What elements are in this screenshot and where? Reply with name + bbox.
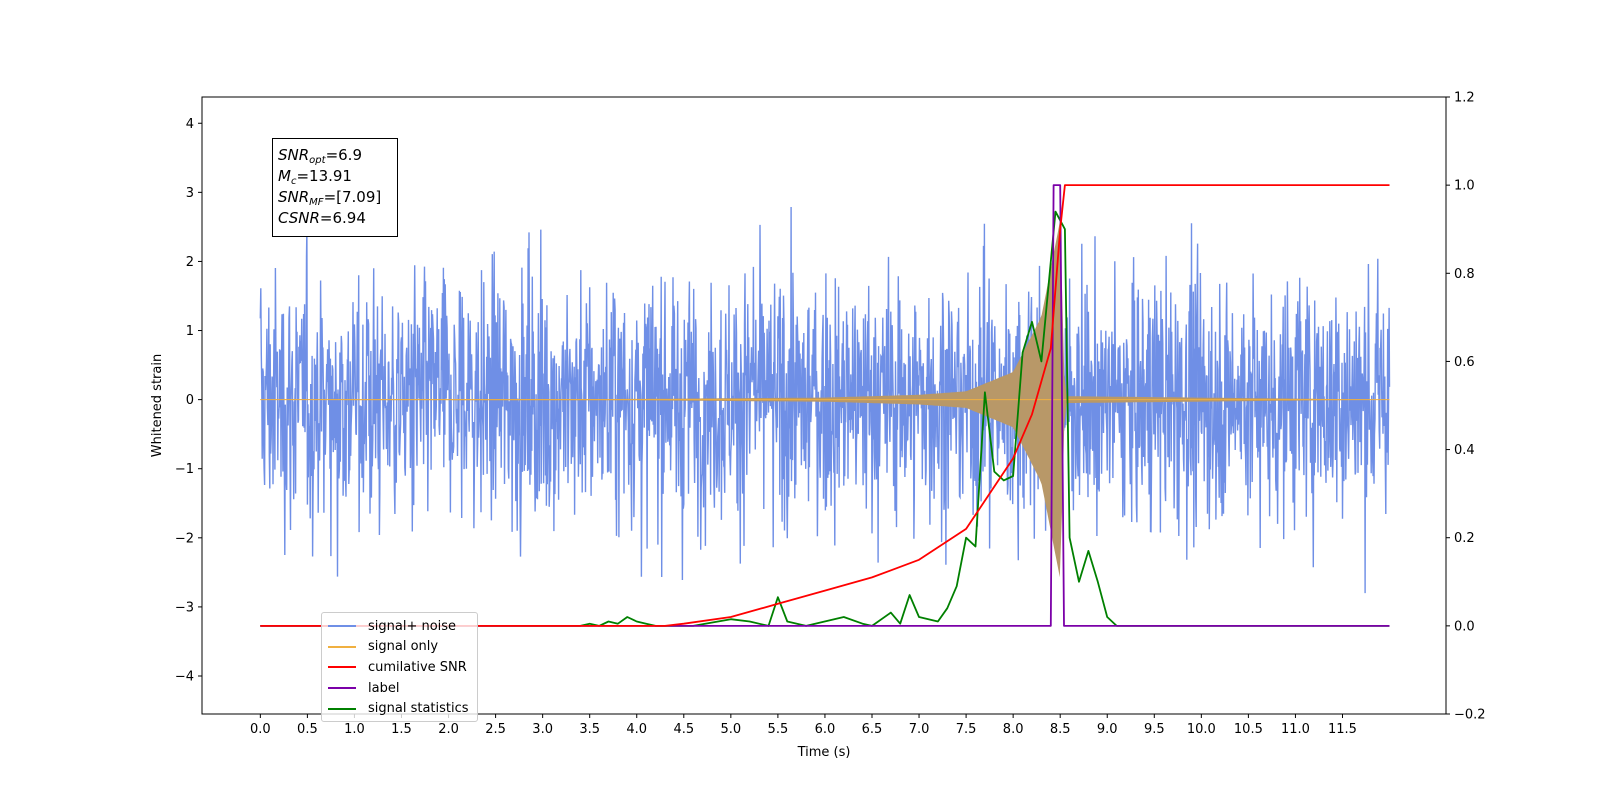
x-tick-label: 1.5 [391,722,412,737]
y2-tick-label: 0.8 [1454,267,1475,282]
signal-statistics-line [260,210,1390,627]
y-tick-label: −1 [175,462,194,477]
y-tick-label: 1 [186,324,194,339]
x-tick-label: 0.5 [297,722,318,737]
label-line [260,184,1390,627]
y-tick-label: −3 [175,600,194,615]
series-signal-only [260,221,1390,578]
legend-item-label: label [328,678,477,699]
cumulative-snr-line [260,184,1390,627]
x-tick-label: 11.5 [1328,722,1357,737]
x-tick-label: 5.5 [768,722,789,737]
y2-tick-label: −0.2 [1454,708,1486,723]
axes: 0.0 0.5 1.0 1.5 2.0 2.5 3.0 3.5 4.0 4.5 5.0 5.5 6.0 6… [175,91,1486,738]
x-tick-label: 1.0 [344,722,365,737]
legend-item-cumulative-snr: cumilative SNR [328,657,477,678]
x-tick-label: 0.0 [250,722,271,737]
snr-annotation-box: SNRopt=6.9 Mc=13.91 SNRMF=[7.09] CSNR=6.… [272,138,398,237]
annotation-line-snr-opt: SNRopt=6.9 [278,146,362,166]
signal-noise-line [259,206,1391,594]
x-tick-label: 2.5 [485,722,506,737]
legend-swatch [328,625,356,628]
y-tick-label: 4 [186,117,194,132]
annotation-line-mc: Mc=13.91 [278,167,352,187]
legend-item-signal-only: signal only [328,637,477,658]
x-tick-label: 3.0 [532,722,553,737]
x-tick-label: 3.5 [579,722,600,737]
annotation-line-snr-mf: SNRMF=[7.09] [278,188,382,208]
x-tick-label: 9.5 [1144,722,1165,737]
y-tick-label: 2 [186,255,194,270]
x-tick-label: 9.0 [1097,722,1118,737]
x-tick-label: 11.0 [1281,722,1310,737]
x-tick-label: 6.0 [815,722,836,737]
series-signal-noise [259,206,1391,594]
legend-swatch [328,666,356,669]
annotation-line-csnr: CSNR=6.94 [278,209,366,227]
y2-tick-label: 0.6 [1454,355,1475,370]
x-tick-label: 7.0 [909,722,930,737]
series-lines [260,184,1390,627]
x-tick-label: 10.0 [1187,722,1216,737]
x-tick-label: 4.5 [673,722,694,737]
legend-swatch [328,645,356,648]
legend-item-signal-noise: signal+ noise [328,616,477,637]
x-tick-label: 8.5 [1050,722,1071,737]
x-tick-label: 6.5 [862,722,883,737]
y-tick-label: 3 [186,186,194,201]
legend-swatch [328,687,356,690]
x-tick-label: 5.0 [720,722,741,737]
y2-tick-label: 0.4 [1454,443,1475,458]
x-tick-label: 2.0 [438,722,459,737]
y-tick-label: −4 [175,669,194,684]
legend: signal+ noise signal only cumilative SNR… [321,612,478,722]
x-tick-label: 4.0 [626,722,647,737]
x-tick-label: 7.5 [956,722,977,737]
y-tick-label: −2 [175,531,194,546]
y2-tick-label: 1.0 [1454,179,1475,194]
y2-tick-label: 0.0 [1454,619,1475,634]
legend-item-signal-statistics: signal statistics [328,698,477,719]
y2-tick-label: 0.2 [1454,531,1475,546]
x-tick-label: 8.0 [1003,722,1024,737]
y-axis-label: Whitened strain [150,354,165,457]
x-tick-label: 10.5 [1234,722,1263,737]
y2-tick-label: 1.2 [1454,91,1475,106]
legend-swatch [328,707,356,710]
y-tick-label: 0 [186,393,194,408]
x-axis-label: Time (s) [797,745,851,760]
plot-frame [201,96,1447,715]
